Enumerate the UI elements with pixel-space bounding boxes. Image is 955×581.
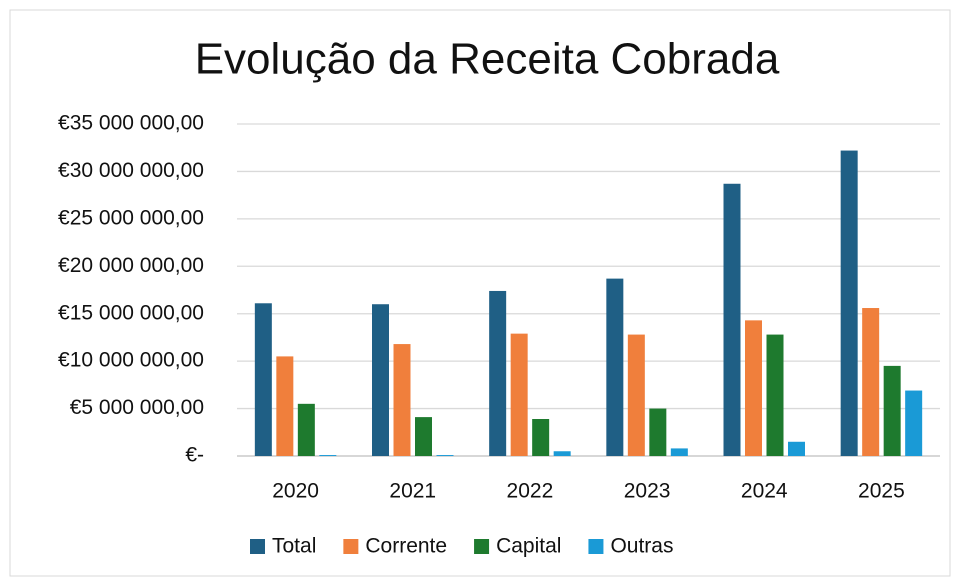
bar [415,417,432,456]
y-tick-label: €- [185,444,204,467]
x-tick-label: 2023 [624,480,671,503]
y-tick-label: €35 000 000,00 [58,112,204,135]
legend-label: Total [272,535,316,558]
bar [606,278,624,456]
bar [723,183,741,456]
bar [489,290,507,456]
bar [745,320,762,456]
bar [393,344,411,456]
y-tick-label: €25 000 000,00 [58,206,204,229]
bar [319,455,337,456]
bar [627,334,645,456]
y-tick-label: €5 000 000,00 [70,396,204,419]
bar [905,390,923,456]
x-tick-label: 2020 [272,480,319,503]
bar [553,451,571,456]
bar [670,448,688,456]
legend-label: Corrente [365,535,447,558]
x-tick-label: 2021 [389,480,436,503]
bar [788,441,805,456]
bar [276,356,294,456]
legend-label: Outras [610,535,673,558]
bar [862,308,880,456]
bar [297,403,315,456]
legend-swatch [588,539,604,554]
bar [372,304,389,456]
chart-title: Evolução da Receita Cobrada [195,35,780,84]
bar [649,408,667,456]
bar [436,455,454,456]
bar [840,150,858,456]
chart-frame [9,9,951,577]
bar [883,365,901,456]
x-tick-label: 2025 [858,480,905,503]
y-tick-label: €30 000 000,00 [58,159,204,182]
bar [532,419,550,456]
legend-swatch [250,539,265,554]
legend-swatch [343,539,359,554]
bar [766,334,784,456]
legend-swatch [474,539,490,554]
x-tick-label: 2024 [741,480,788,503]
bar [254,303,272,456]
legend-label: Capital [496,535,561,558]
x-tick-label: 2022 [507,480,554,503]
y-tick-label: €15 000 000,00 [58,301,204,324]
y-tick-label: €10 000 000,00 [58,349,204,372]
bar [510,333,528,456]
y-tick-label: €20 000 000,00 [58,254,204,277]
